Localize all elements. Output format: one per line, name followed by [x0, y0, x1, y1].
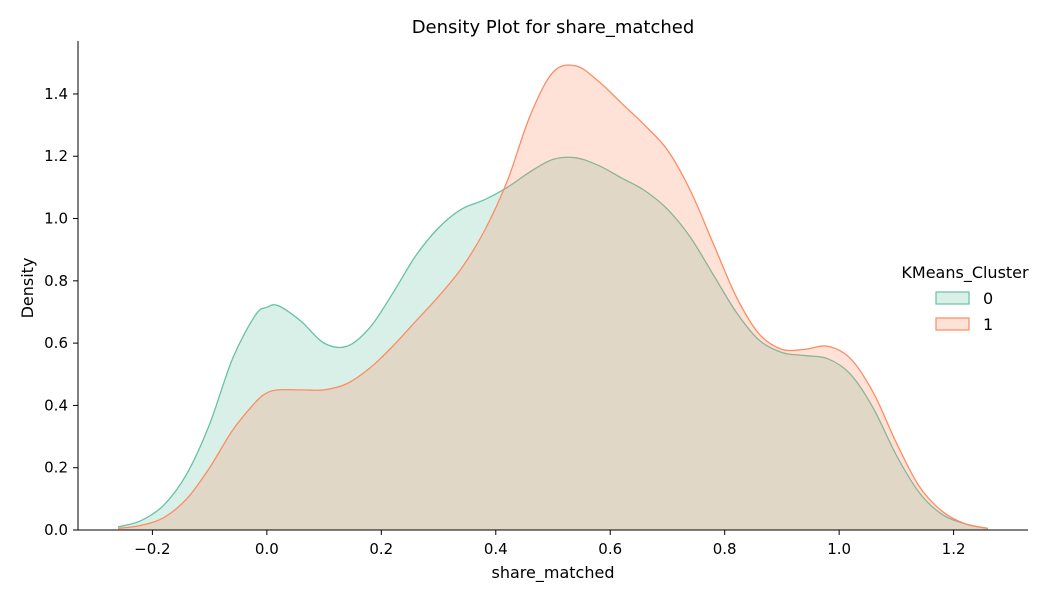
x-tick-label: 1.2	[942, 540, 966, 558]
y-tick-label: 1.4	[44, 85, 68, 103]
density-line-1	[117, 64, 989, 530]
legend-title: KMeans_Cluster	[901, 263, 1029, 283]
y-tick-label: 0.0	[44, 521, 68, 539]
x-tick-label: −0.2	[134, 540, 170, 558]
legend-swatch-0	[935, 291, 970, 305]
x-tick-label: 0.0	[255, 540, 279, 558]
legend-swatch-1	[935, 317, 970, 331]
x-tick-label: 0.2	[369, 540, 393, 558]
x-tick-label: 0.6	[598, 540, 622, 558]
density-area-1	[118, 64, 988, 531]
legend: KMeans_Cluster 0 1	[901, 263, 1029, 334]
y-tick-label: 0.8	[44, 272, 68, 290]
x-ticks: −0.2 0.0 0.2 0.4 0.6 0.8 1.0 1.2	[134, 530, 966, 558]
x-tick-label: 1.0	[827, 540, 851, 558]
y-tick-label: 0.4	[44, 396, 68, 414]
y-tick-label: 1.0	[44, 210, 68, 228]
density-areas	[117, 64, 989, 531]
y-tick-label: 0.2	[44, 459, 68, 477]
density-line-0	[117, 156, 989, 530]
legend-label-0: 0	[983, 289, 993, 308]
x-tick-label: 0.4	[484, 540, 508, 558]
y-axis-label: Density	[18, 258, 37, 319]
y-tick-label: 0.6	[44, 334, 68, 352]
x-axis-label: share_matched	[492, 563, 615, 583]
chart-title: Density Plot for share_matched	[412, 17, 695, 38]
y-tick-label: 1.2	[44, 147, 68, 165]
x-tick-label: 0.8	[713, 540, 737, 558]
legend-label-1: 1	[983, 315, 993, 334]
density-area-0	[118, 157, 988, 530]
y-ticks: 0.0 0.2 0.4 0.6 0.8 1.0 1.2 1.4	[44, 85, 78, 539]
